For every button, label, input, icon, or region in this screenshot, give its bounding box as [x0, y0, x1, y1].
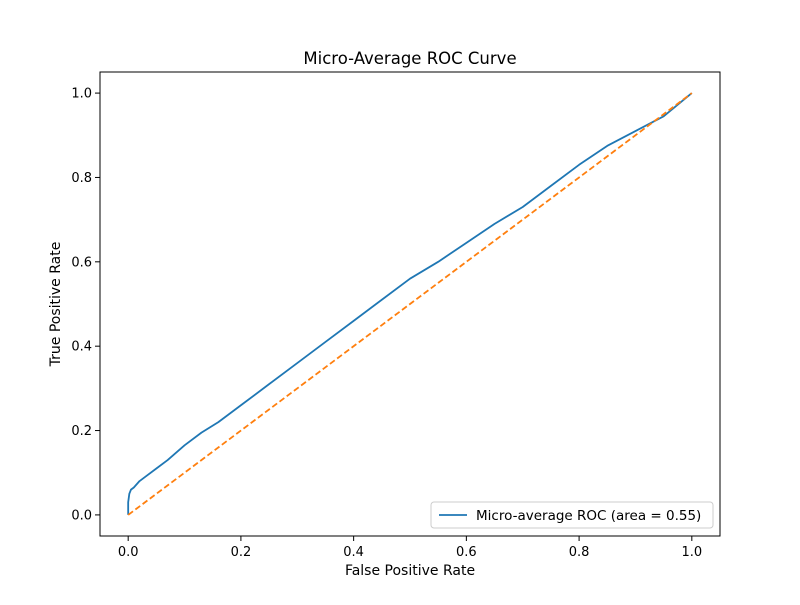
- x-tick-label: 0.2: [231, 545, 252, 560]
- y-tick-label: 0.4: [71, 340, 92, 355]
- y-tick-label: 1.0: [71, 87, 92, 102]
- y-tick-label: 0.0: [71, 508, 92, 523]
- y-tick-label: 0.8: [71, 171, 92, 186]
- x-tick-label: 0.0: [118, 545, 139, 560]
- x-tick-label: 0.8: [569, 545, 590, 560]
- legend-box: [430, 501, 714, 529]
- y-tick-label: 0.2: [71, 424, 92, 439]
- x-tick-label: 1.0: [681, 545, 702, 560]
- roc-curve-line: [127, 92, 693, 515]
- chart-title: Micro-Average ROC Curve: [303, 49, 516, 68]
- plot-area: [127, 92, 693, 516]
- y-axis-label: True Positive Rate: [48, 242, 64, 368]
- x-axis-label: False Positive Rate: [345, 563, 475, 579]
- x-tick-label: 0.4: [343, 545, 364, 560]
- ticks: 0.0 0.2 0.4 0.6 0.8 1.0 0.0 0.2 0.4 0.6 0.8 1.0: [71, 87, 702, 560]
- x-tick-label: 0.6: [456, 545, 477, 560]
- axes-frame: [99, 71, 721, 537]
- legend-entry-label: Micro-average ROC (area = 0.55): [476, 508, 701, 524]
- chance-line: [127, 92, 693, 516]
- legend: Micro-average ROC (area = 0.55): [430, 501, 714, 529]
- y-tick-label: 0.6: [71, 255, 92, 270]
